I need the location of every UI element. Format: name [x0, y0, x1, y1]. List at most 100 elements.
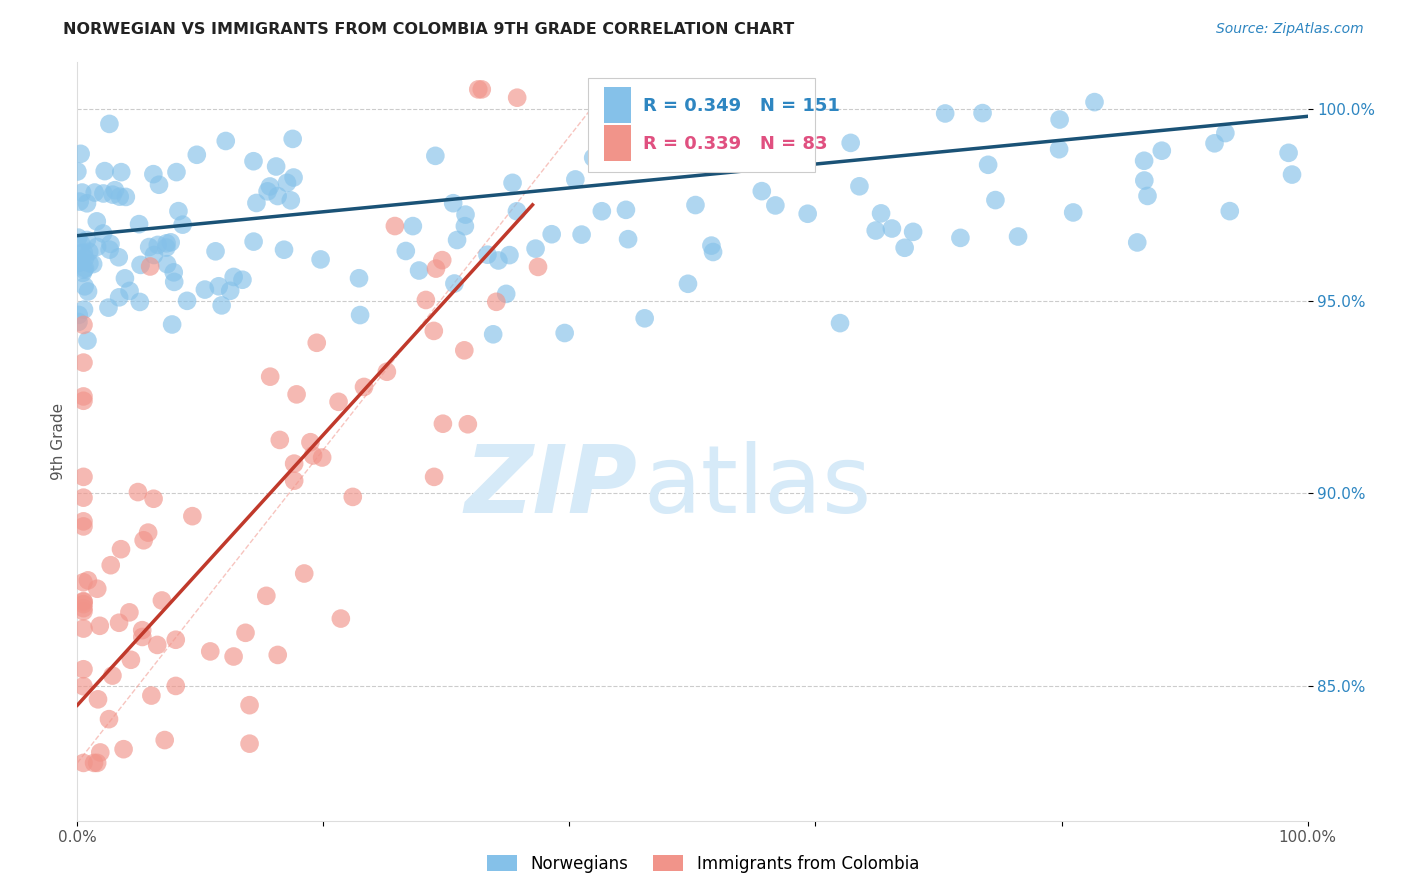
Point [114, 271, 136, 285]
Point [97, 301, 120, 315]
Point [176, 293, 198, 308]
Point [222, 269, 245, 284]
Point [136, 525, 159, 540]
Point [1062, 205, 1084, 219]
Point [72, 756, 94, 770]
Point [204, 244, 226, 259]
Point [506, 91, 529, 105]
Point [83, 186, 105, 200]
Point [498, 248, 520, 262]
Point [283, 474, 305, 488]
Point [114, 190, 136, 204]
Point [423, 470, 446, 484]
Point [86, 756, 108, 770]
Point [231, 273, 253, 287]
Point [172, 218, 194, 232]
Point [77, 285, 100, 299]
Point [524, 242, 547, 256]
Point [402, 219, 425, 233]
Point [200, 644, 222, 658]
Point [73, 261, 96, 276]
Point [640, 103, 662, 117]
Point [69, 146, 91, 161]
Point [977, 158, 1000, 172]
Point [72, 575, 94, 590]
Point [138, 240, 160, 254]
Point [163, 275, 186, 289]
Point [471, 82, 494, 96]
Point [264, 160, 287, 174]
Point [1133, 173, 1156, 187]
Point [839, 136, 862, 150]
Text: R = 0.339   N = 83: R = 0.339 N = 83 [644, 135, 828, 153]
Point [77, 574, 100, 588]
Point [702, 245, 724, 260]
Point [763, 198, 786, 212]
Point [1281, 168, 1303, 182]
Point [219, 284, 242, 298]
Point [454, 208, 477, 222]
Point [685, 198, 707, 212]
Point [165, 632, 187, 647]
Point [139, 260, 162, 274]
Text: NORWEGIAN VS IMMIGRANTS FROM COLOMBIA 9TH GRADE CORRELATION CHART: NORWEGIAN VS IMMIGRANTS FROM COLOMBIA 9T… [63, 22, 794, 37]
Point [235, 625, 257, 640]
Point [73, 262, 96, 277]
Point [495, 286, 517, 301]
Point [1083, 95, 1105, 109]
Point [384, 219, 406, 233]
Point [72, 662, 94, 676]
Point [89, 746, 111, 760]
Point [215, 134, 238, 148]
Point [408, 263, 430, 277]
Point [1219, 204, 1241, 219]
Point [148, 178, 170, 192]
Point [432, 417, 454, 431]
Point [76, 196, 98, 211]
Point [72, 389, 94, 403]
Point [110, 165, 132, 179]
Point [160, 318, 183, 332]
Point [870, 206, 893, 220]
Point [72, 355, 94, 369]
Point [259, 179, 281, 194]
Point [89, 619, 111, 633]
Point [67, 315, 90, 329]
Text: Source: ZipAtlas.com: Source: ZipAtlas.com [1216, 22, 1364, 37]
Point [98, 712, 121, 726]
Point [98, 243, 121, 257]
Point [309, 252, 332, 267]
Point [502, 176, 524, 190]
Point [194, 283, 217, 297]
Point [305, 335, 328, 350]
Point [146, 238, 169, 252]
Point [73, 302, 96, 317]
Point [128, 217, 150, 231]
Point [347, 271, 370, 285]
Point [425, 149, 447, 163]
Point [70, 236, 93, 251]
Point [211, 298, 233, 312]
Point [72, 604, 94, 618]
Point [76, 233, 98, 247]
Point [108, 290, 131, 304]
Point [72, 679, 94, 693]
Point [302, 449, 325, 463]
Point [72, 491, 94, 505]
Point [118, 284, 141, 298]
Point [281, 132, 304, 146]
Point [66, 256, 89, 270]
Point [100, 236, 122, 251]
Point [443, 277, 465, 291]
Point [101, 187, 124, 202]
Point [477, 248, 499, 262]
Point [984, 193, 1007, 207]
Point [82, 257, 104, 271]
Point [72, 470, 94, 484]
Point [934, 106, 956, 120]
Point [457, 417, 479, 432]
Point [375, 365, 398, 379]
Point [1277, 145, 1299, 160]
Point [796, 207, 818, 221]
Point [155, 236, 177, 251]
